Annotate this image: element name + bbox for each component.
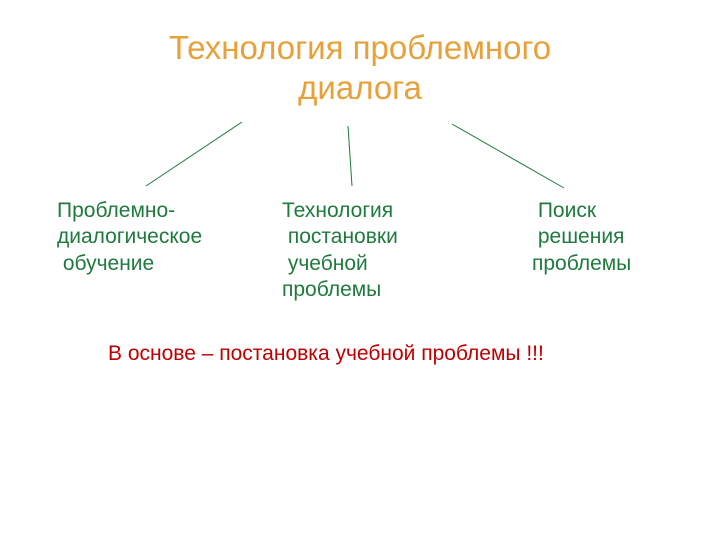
arrow-line-3 <box>452 124 564 188</box>
branch-3: Поиск решения проблемы <box>532 198 631 303</box>
arrow-line-1 <box>146 122 242 186</box>
arrow-line-2 <box>348 126 352 186</box>
footer-text: В основе – постановка учебной проблемы !… <box>108 342 668 366</box>
branches-row: Проблемно- диалогическое обучение Технол… <box>0 198 720 303</box>
branch-2: Технология постановки учебной проблемы <box>282 198 532 303</box>
branch-1: Проблемно- диалогическое обучение <box>57 198 282 303</box>
